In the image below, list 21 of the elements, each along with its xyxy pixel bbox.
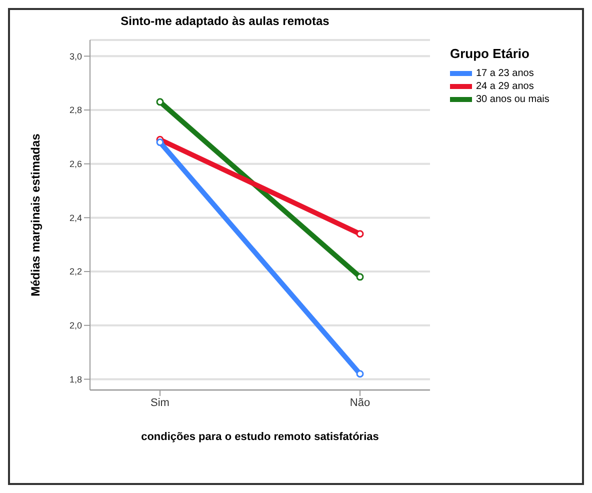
legend-label: 17 a 23 anos (475, 67, 535, 80)
point (356, 273, 364, 281)
y-tick-label: 3,0 (69, 51, 82, 62)
y-tick-label: 2,2 (69, 266, 82, 277)
y-tick-label: 1,8 (69, 374, 82, 384)
y-tick-label: 2,0 (69, 320, 82, 331)
chart-title: Sinto-me adaptado às aulas remotas (120, 14, 330, 28)
point (356, 370, 364, 378)
x-tick-label: Sim (150, 396, 170, 409)
point (156, 138, 164, 146)
y-tick-label: 2,8 (69, 105, 82, 116)
legend-label: 24 a 29 anos (475, 80, 535, 93)
x-tick-label: Não (350, 396, 370, 409)
y-tick-label: 2,4 (69, 212, 82, 223)
point (156, 98, 164, 106)
legend-title: Grupo Etário (450, 46, 530, 61)
legend-label: 30 anos ou mais (475, 93, 550, 106)
y-axis-title: Médias marginais estimadas (28, 133, 42, 296)
point (356, 230, 364, 238)
y-tick-label: 2,6 (69, 159, 82, 170)
x-axis-title: condições para o estudo remoto satisfatórias (141, 431, 379, 443)
